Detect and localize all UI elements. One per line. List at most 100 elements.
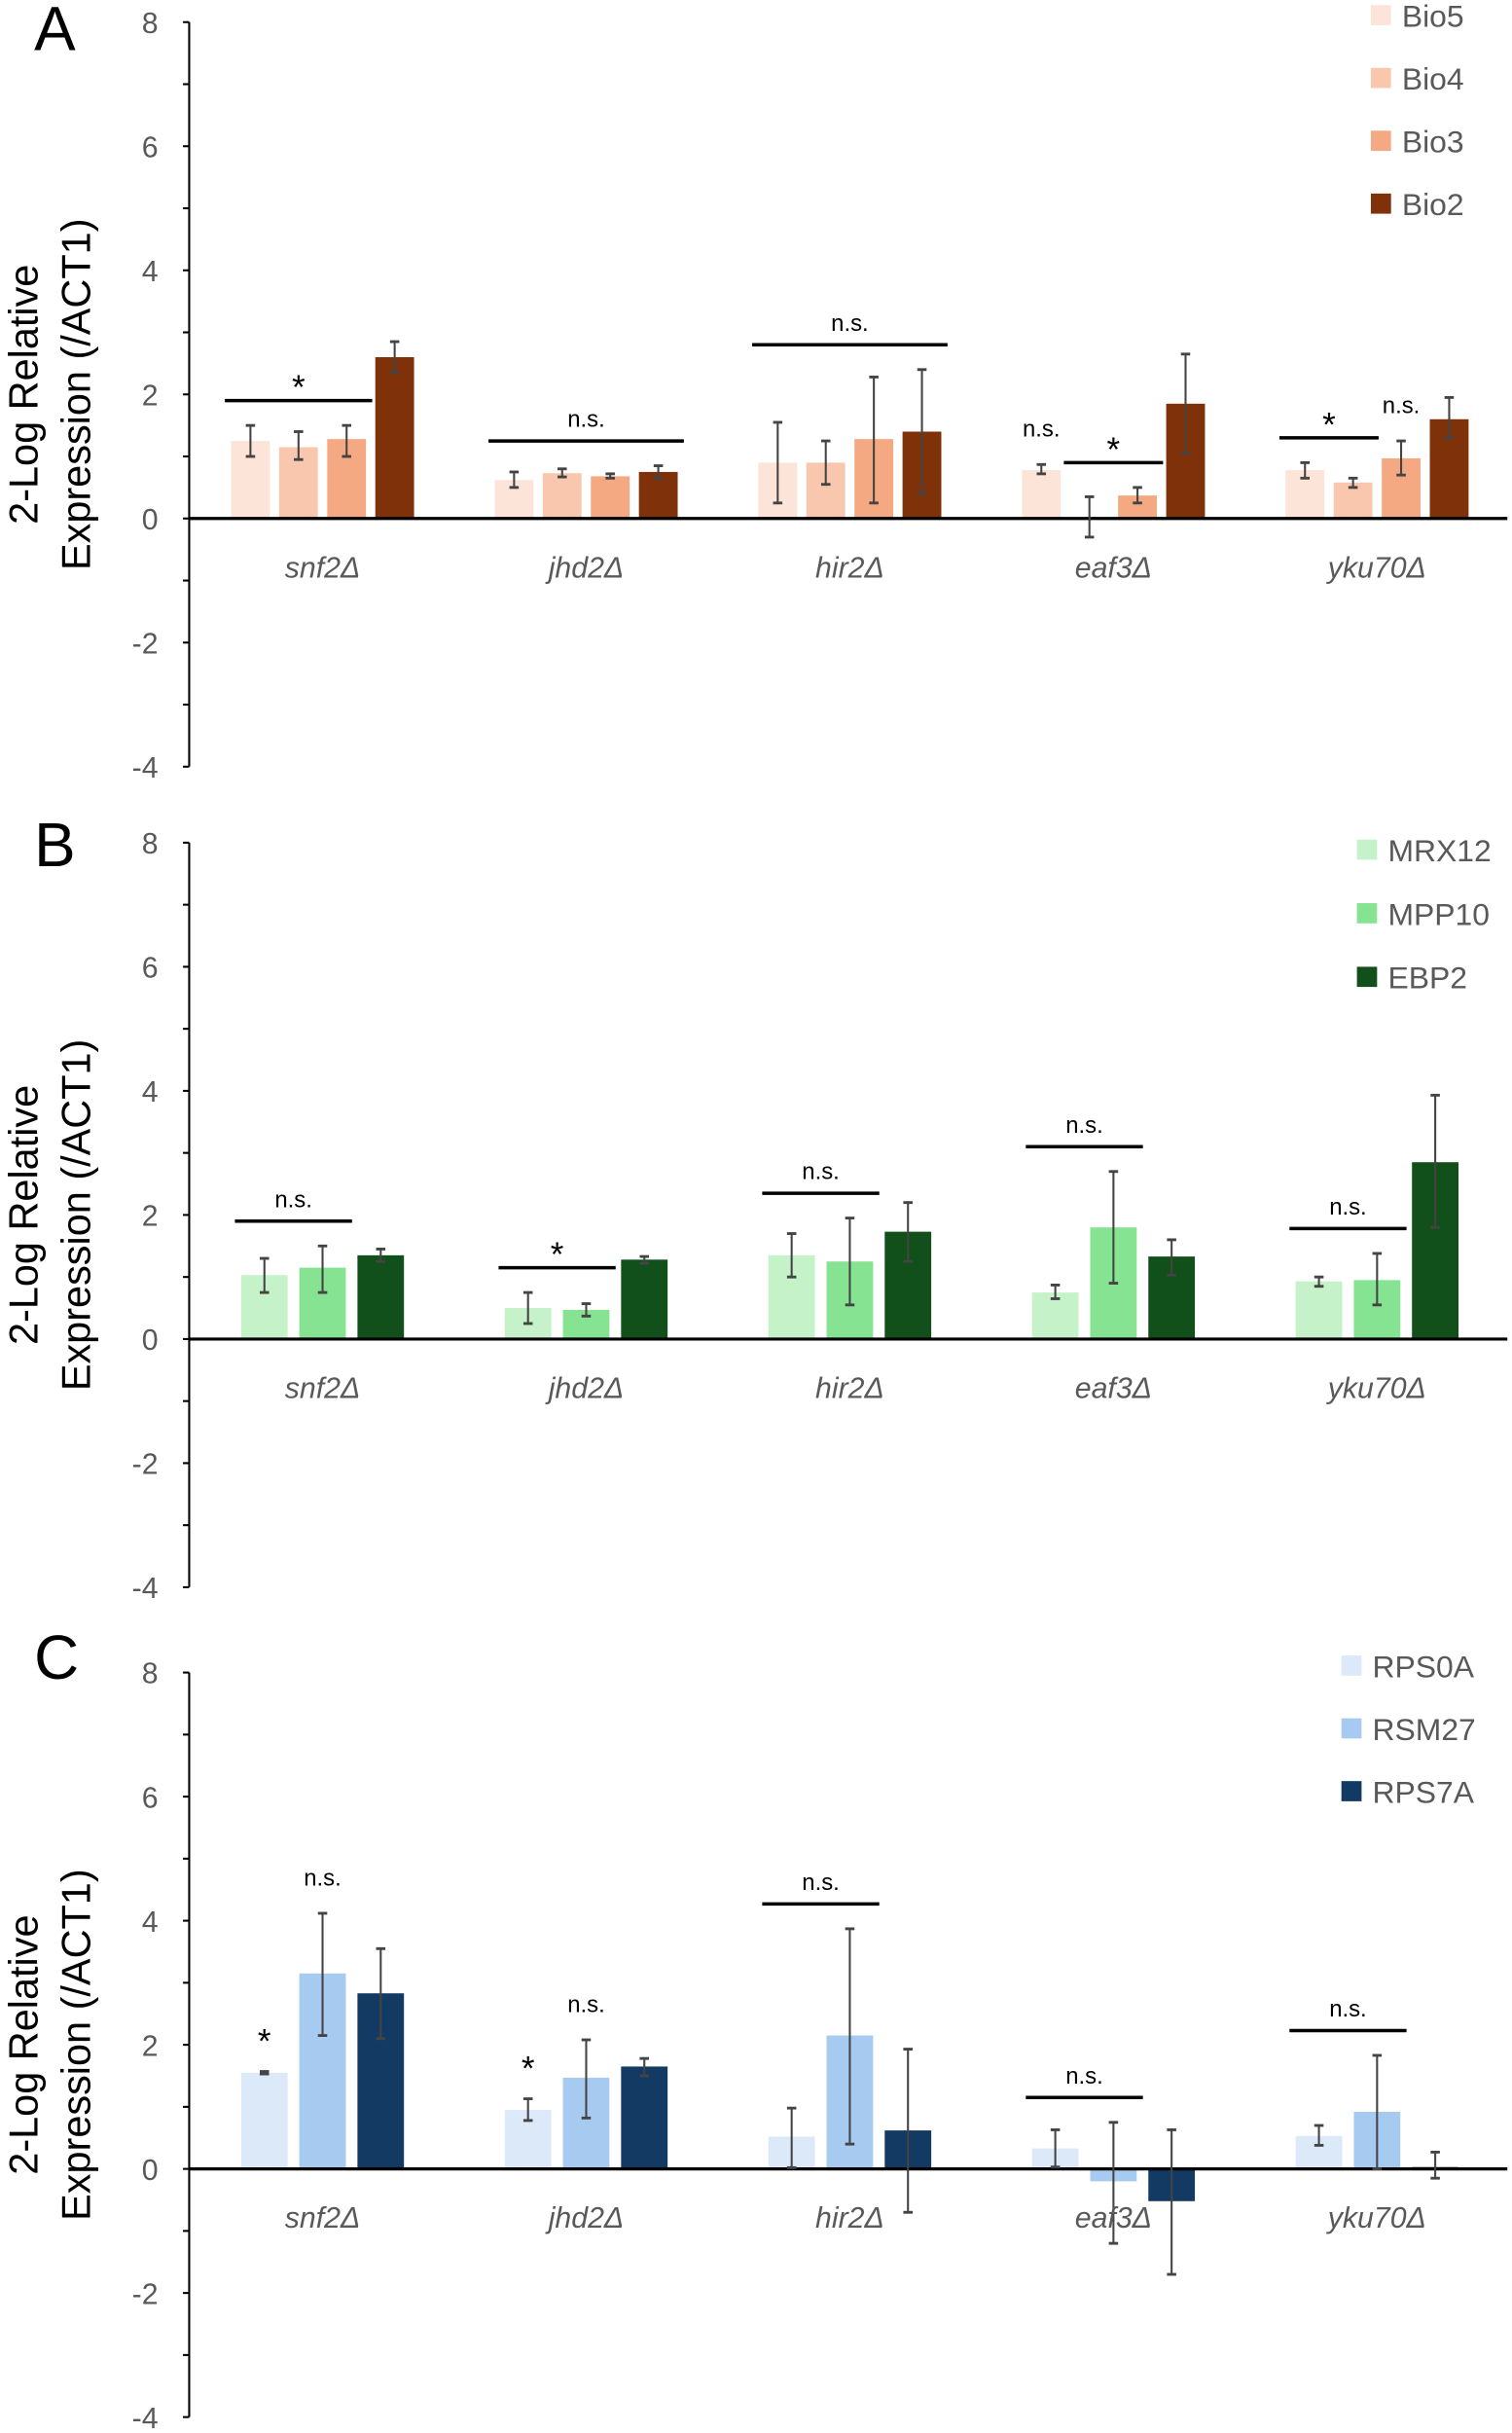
- bar-bio2-1: [638, 471, 678, 519]
- legend-label-bio3: Bio3: [1402, 125, 1464, 160]
- panel-c: C 2-Log Relative Expression (/ACT1) 8 6 4 2 0 -2…: [0, 1622, 1508, 2433]
- bar-rps7a-1: [621, 2066, 668, 2169]
- significance-label: n.s.: [1065, 2063, 1103, 2089]
- y-axis-label-line2: Expression (/ACT1): [53, 1039, 98, 1392]
- legend-label-bio4: Bio4: [1402, 61, 1464, 96]
- category-label: snf2Δ: [285, 2202, 361, 2234]
- y-tick-label: 4: [142, 256, 159, 288]
- significance-label: n.s.: [802, 1870, 840, 1896]
- category-label: eaf3Δ: [1075, 1372, 1152, 1404]
- category-label: yku70Δ: [1326, 552, 1426, 584]
- y-axis-label-line2: Expression (/ACT1): [53, 1869, 98, 2221]
- panel-label: C: [34, 1622, 79, 1692]
- significance-label: n.s.: [1065, 1112, 1103, 1139]
- category-label: hir2Δ: [815, 1372, 884, 1404]
- y-tick-label: 0: [142, 1325, 159, 1357]
- category-label: eaf3Δ: [1075, 552, 1152, 584]
- y-axis-label-line1: 2-Log Relative: [0, 1915, 46, 2175]
- significance-label: n.s.: [831, 310, 869, 337]
- bar-bio3-1: [591, 476, 630, 519]
- y-tick-label: 2: [142, 1201, 159, 1233]
- legend-swatch: [1370, 67, 1391, 89]
- y-tick-label: 2: [142, 2030, 159, 2062]
- legend-swatch: [1370, 5, 1391, 25]
- legend-label-rps0a: RPS0A: [1373, 1649, 1475, 1684]
- significance-label: *: [1107, 431, 1121, 469]
- panel-b: B 2-Log Relative Expression (/ACT1) 8 6 4 2 0 -2…: [0, 810, 1508, 1605]
- category-label: snf2Δ: [285, 552, 361, 584]
- y-tick-label: -4: [132, 1573, 159, 1605]
- category-label: yku70Δ: [1326, 2202, 1426, 2234]
- significance-label: n.s.: [1383, 392, 1421, 418]
- y-tick-label: 0: [142, 2155, 159, 2187]
- legend-swatch: [1356, 903, 1378, 924]
- y-axis-label-line2: Expression (/ACT1): [53, 218, 98, 570]
- category-label: hir2Δ: [815, 2202, 884, 2234]
- legend-swatch: [1370, 130, 1391, 152]
- legend-label-ebp2: EBP2: [1387, 961, 1466, 996]
- y-axis-label-line1: 2-Log Relative: [0, 1085, 46, 1345]
- y-tick-label: 8: [142, 1658, 159, 1690]
- bar-ebp2-1: [621, 1259, 668, 1339]
- bar-mrx12-4: [1295, 1281, 1343, 1339]
- bar-ebp2-0: [357, 1254, 405, 1339]
- significance-label: *: [292, 369, 306, 407]
- y-tick-label: 4: [142, 1076, 159, 1108]
- significance-label: n.s.: [567, 1991, 605, 2017]
- bar-bio2-0: [375, 357, 414, 519]
- y-tick-label: 2: [142, 380, 159, 412]
- legend-swatch: [1356, 966, 1378, 988]
- significance-label: *: [522, 2050, 535, 2088]
- category-label: hir2Δ: [815, 552, 884, 584]
- category-label: eaf3Δ: [1075, 2202, 1152, 2234]
- y-tick-label: 6: [142, 131, 159, 163]
- category-label: jhd2Δ: [545, 1372, 625, 1404]
- bar-bio4-1: [542, 473, 582, 519]
- category-label: snf2Δ: [285, 1372, 361, 1404]
- y-tick-label: 8: [142, 8, 159, 40]
- legend-label-bio2: Bio2: [1402, 187, 1464, 222]
- legend-swatch: [1370, 193, 1391, 214]
- significance-label: n.s.: [1023, 417, 1061, 443]
- legend-swatch: [1341, 1718, 1362, 1739]
- legend-swatch: [1341, 1781, 1362, 1801]
- panel-label: B: [34, 810, 76, 880]
- y-tick-label: 4: [142, 1906, 159, 1939]
- significance-label: n.s.: [802, 1159, 840, 1185]
- significance-label: n.s.: [304, 1865, 342, 1891]
- legend-swatch: [1356, 839, 1378, 860]
- significance-label: n.s.: [274, 1186, 312, 1213]
- legend-label-rps7a: RPS7A: [1373, 1774, 1475, 1809]
- significance-label: n.s.: [567, 407, 605, 433]
- significance-label: n.s.: [1329, 1996, 1367, 2022]
- category-label: jhd2Δ: [545, 552, 625, 584]
- significance-label: *: [1322, 406, 1336, 444]
- y-tick-label: 8: [142, 828, 159, 860]
- y-tick-label: 6: [142, 953, 159, 985]
- legend-swatch: [1341, 1655, 1362, 1676]
- y-tick-label: 6: [142, 1782, 159, 1814]
- y-tick-label: -2: [132, 628, 159, 660]
- y-axis-label-line1: 2-Log Relative: [0, 265, 46, 525]
- category-label: yku70Δ: [1326, 1372, 1426, 1404]
- y-tick-label: -4: [132, 752, 159, 784]
- bar-rps0a-0: [240, 2072, 288, 2169]
- legend-label-rsm27: RSM27: [1373, 1712, 1476, 1747]
- y-tick-label: -2: [132, 1449, 159, 1481]
- category-label: jhd2Δ: [545, 2202, 625, 2234]
- bar-mrx12-3: [1031, 1292, 1079, 1339]
- significance-label: *: [258, 2022, 271, 2060]
- y-tick-label: 0: [142, 504, 159, 536]
- bar-bio3-3: [1118, 495, 1158, 519]
- legend-label-mpp10: MPP10: [1387, 896, 1489, 931]
- y-tick-label: -2: [132, 2278, 159, 2310]
- significance-label: n.s.: [1329, 1194, 1367, 1220]
- legend-label-bio5: Bio5: [1402, 0, 1464, 34]
- legend-label-mrx12: MRX12: [1387, 833, 1491, 868]
- panel-a: A 2-Log Relative Expression (/ACT1) 8 6 4 2 0 -2…: [0, 0, 1508, 784]
- significance-label: *: [551, 1236, 564, 1274]
- y-tick-label: -4: [132, 2403, 159, 2433]
- bar-bio5-3: [1022, 470, 1062, 519]
- panel-label: A: [34, 0, 76, 63]
